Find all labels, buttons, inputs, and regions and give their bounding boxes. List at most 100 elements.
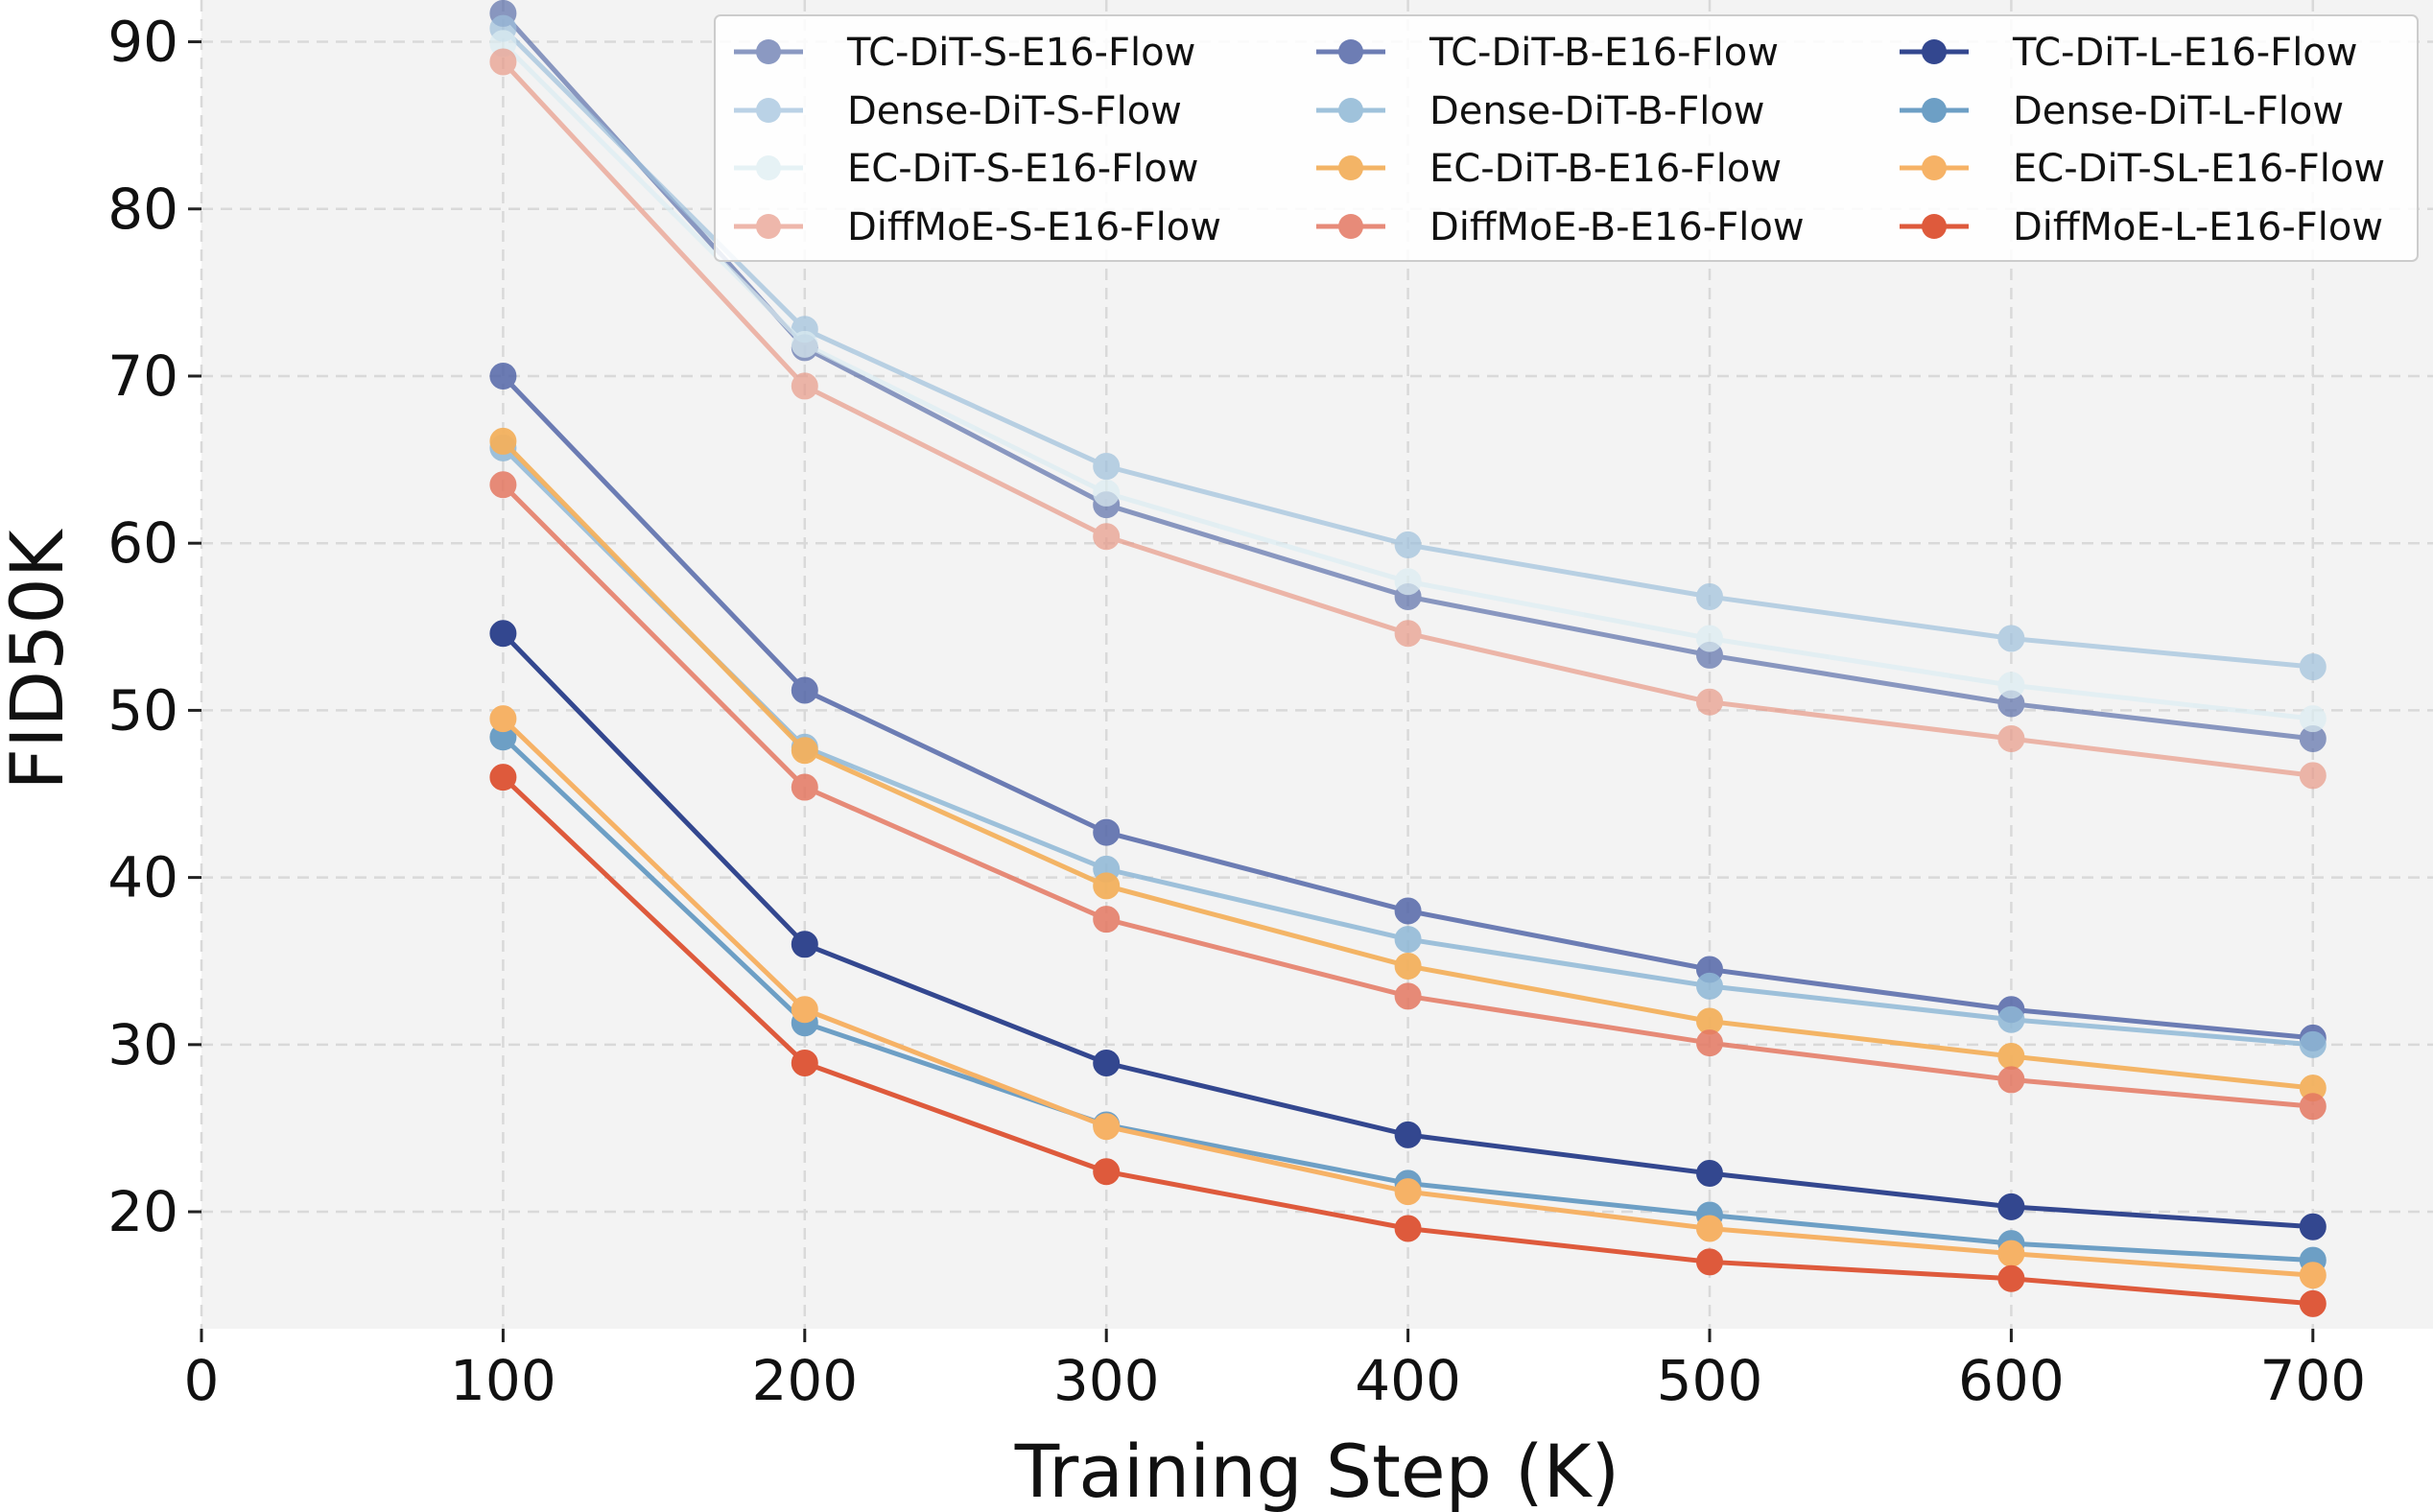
legend-label: Dense-DiT-B-Flow [1429, 89, 1765, 133]
legend-item [1316, 39, 1385, 64]
series-DiffMoE-B-E16-Flow [489, 471, 2327, 1121]
data-point [1696, 1248, 1723, 1276]
data-point [1696, 972, 1723, 1000]
legend-item [1316, 214, 1385, 239]
data-point [1093, 872, 1121, 900]
data-point [1997, 1193, 2025, 1220]
legend-label: DiffMoE-S-E16-Flow [847, 205, 1221, 249]
data-point [791, 372, 818, 400]
data-point [1696, 1215, 1723, 1242]
legend-marker [1922, 214, 1947, 239]
data-point [1394, 531, 1422, 558]
data-point [2299, 1030, 2327, 1058]
data-point [1394, 1178, 1422, 1206]
legend-item [734, 214, 803, 239]
y-axis-ticks: 20 30 40 50 60 70 80 90 [107, 10, 201, 1244]
series-TC-DiT-L-E16-Flow [489, 620, 2327, 1240]
y-tick-label: 50 [107, 677, 178, 743]
x-tick-label: 500 [1657, 1348, 1763, 1413]
series-EC-DiT-B-E16-Flow [489, 427, 2327, 1102]
data-point [489, 471, 517, 499]
data-point [1696, 1159, 1723, 1187]
legend-item [734, 39, 803, 64]
data-point [2299, 653, 2327, 681]
data-point [2299, 1262, 2327, 1289]
x-tick-label: 100 [450, 1348, 556, 1413]
series-EC-DiT-SL-E16-Flow [489, 705, 2327, 1289]
legend-marker [756, 214, 781, 239]
data-point [1394, 1121, 1422, 1148]
data-point [1997, 1066, 2025, 1094]
data-point [1093, 1050, 1121, 1076]
y-axis-title: FID50K [0, 528, 80, 790]
data-point [1997, 672, 2025, 699]
data-point [1394, 897, 1422, 925]
data-point [1093, 479, 1121, 507]
data-point [489, 620, 517, 648]
x-tick-label: 700 [2259, 1348, 2366, 1413]
data-point [489, 764, 517, 791]
legend-label: Dense-DiT-S-Flow [847, 89, 1182, 133]
legend-label: EC-DiT-SL-E16-Flow [2013, 147, 2385, 191]
data-point [489, 427, 517, 455]
legend-label: TC-DiT-L-E16-Flow [2012, 31, 2358, 75]
legend-label: Dense-DiT-L-Flow [2013, 89, 2344, 133]
x-tick-label: 0 [184, 1348, 220, 1413]
series-DiffMoE-L-E16-Flow [489, 764, 2327, 1317]
data-point [2299, 762, 2327, 790]
data-point [1997, 1240, 2025, 1267]
data-point [1093, 453, 1121, 481]
data-point [1394, 568, 1422, 596]
data-point [2299, 705, 2327, 733]
data-point [489, 705, 517, 733]
x-tick-label: 600 [1958, 1348, 2065, 1413]
data-point [1093, 906, 1121, 933]
data-point [489, 362, 517, 390]
data-point [1093, 1158, 1121, 1186]
data-point [2299, 1213, 2327, 1240]
data-point [791, 996, 818, 1024]
legend-item [1316, 98, 1385, 123]
data-point [1997, 1005, 2025, 1033]
data-point [1997, 1264, 2025, 1292]
y-tick-label: 30 [107, 1012, 178, 1077]
data-point [1394, 982, 1422, 1010]
x-tick-label: 400 [1355, 1348, 1461, 1413]
legend-box [714, 14, 2419, 262]
data-point [2299, 1093, 2327, 1121]
legend-marker [756, 155, 781, 180]
y-tick-label: 60 [107, 510, 178, 576]
legend-item [1316, 155, 1385, 180]
y-tick-label: 40 [107, 845, 178, 910]
legend-marker [1338, 39, 1363, 64]
data-point [2299, 1289, 2327, 1317]
data-point [1093, 818, 1121, 846]
data-point [1093, 1113, 1121, 1141]
x-tick-label: 300 [1053, 1348, 1160, 1413]
data-point [791, 676, 818, 704]
data-point [1997, 725, 2025, 753]
data-point [1394, 1215, 1422, 1242]
x-tick-label: 200 [751, 1348, 858, 1413]
legend-item [1900, 39, 1969, 64]
legend-item [1900, 98, 1969, 123]
legend: TC-DiT-S-E16-Flow Dense-DiT-S-Flow EC-DiT-… [714, 14, 2419, 262]
legend-label: EC-DiT-B-E16-Flow [1429, 147, 1782, 191]
legend-label: DiffMoE-L-E16-Flow [2013, 205, 2383, 249]
legend-marker [1922, 155, 1947, 180]
data-point [489, 48, 517, 76]
legend-marker [756, 39, 781, 64]
data-point [1394, 620, 1422, 648]
legend-marker [1922, 39, 1947, 64]
legend-marker [1338, 98, 1363, 123]
data-point [1696, 582, 1723, 610]
legend-label: TC-DiT-B-E16-Flow [1429, 31, 1779, 75]
data-point [791, 737, 818, 765]
data-point [1997, 625, 2025, 652]
y-tick-label: 90 [107, 10, 178, 75]
legend-marker [1338, 214, 1363, 239]
data-point [791, 773, 818, 801]
data-point [1696, 688, 1723, 716]
y-tick-label: 20 [107, 1179, 178, 1244]
